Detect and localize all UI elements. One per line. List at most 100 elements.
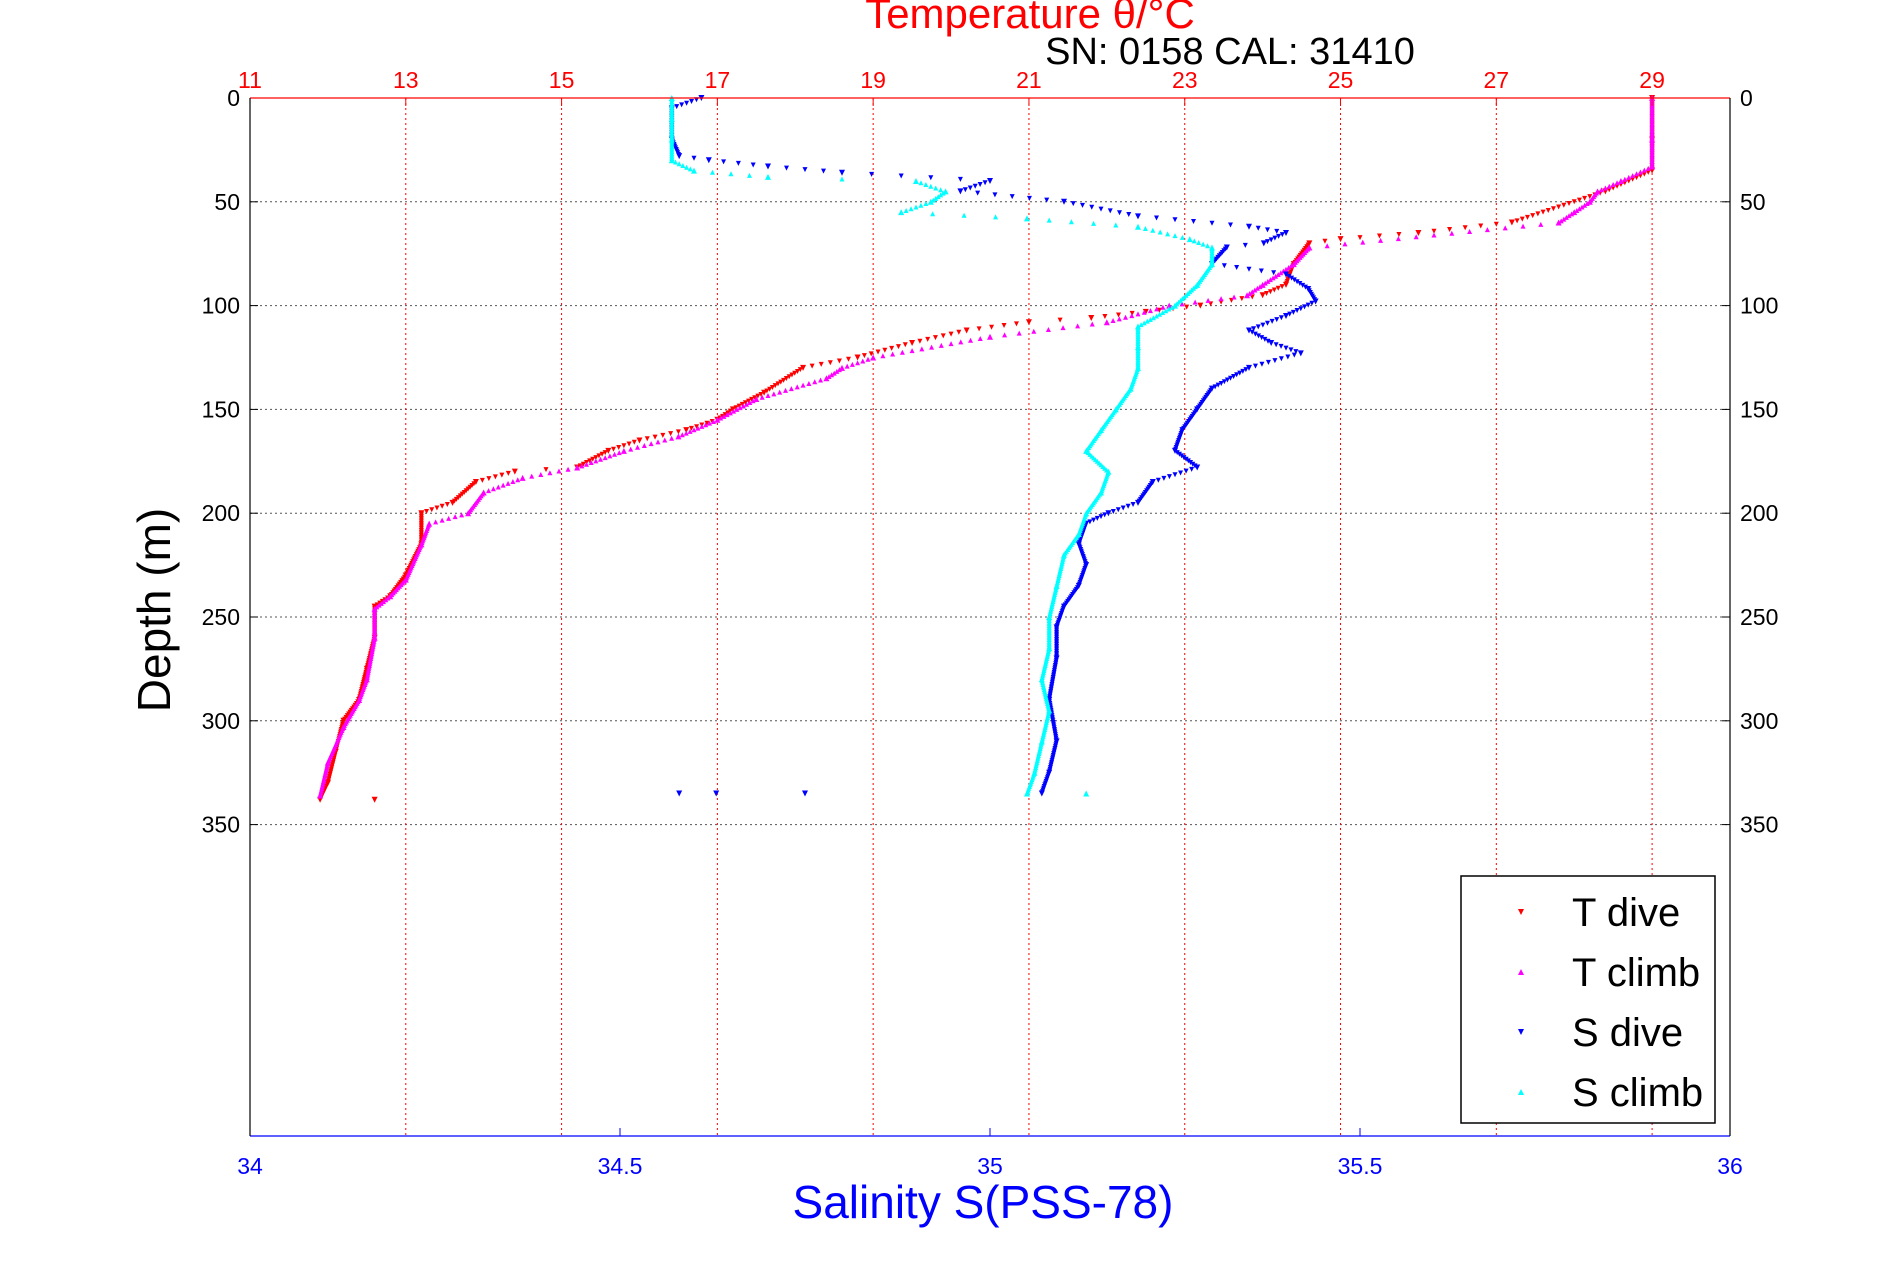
data-point xyxy=(439,517,445,523)
salinity-tick-label: 36 xyxy=(1717,1153,1743,1179)
data-point xyxy=(662,437,668,443)
data-point xyxy=(1550,206,1556,212)
data-point xyxy=(1576,197,1582,203)
data-point xyxy=(1571,199,1577,205)
data-point xyxy=(826,374,832,380)
data-point xyxy=(1291,277,1297,283)
data-point xyxy=(1126,212,1132,218)
data-point xyxy=(1617,178,1624,185)
data-point xyxy=(1396,231,1402,237)
data-point xyxy=(580,461,586,467)
data-point xyxy=(538,471,544,477)
data-point xyxy=(1031,328,1037,334)
data-point xyxy=(1273,342,1279,348)
data-point xyxy=(918,180,924,186)
data-point xyxy=(1566,201,1572,207)
data-point xyxy=(1569,211,1575,217)
data-point xyxy=(767,386,773,392)
data-point xyxy=(928,183,934,189)
data-point xyxy=(641,442,647,448)
data-point xyxy=(1561,216,1567,222)
data-point xyxy=(917,338,923,344)
data-point xyxy=(794,368,800,374)
data-point xyxy=(747,172,752,178)
data-point xyxy=(616,450,622,456)
data-point xyxy=(1602,185,1608,191)
data-point xyxy=(680,162,686,168)
data-point xyxy=(616,444,622,450)
temperature-tick-label: 21 xyxy=(1016,67,1042,93)
data-point xyxy=(1172,302,1178,309)
data-point xyxy=(1224,377,1230,383)
data-point xyxy=(728,171,734,177)
data-point xyxy=(1172,472,1178,478)
data-point xyxy=(1038,790,1045,797)
temperature-tick-label: 27 xyxy=(1484,67,1510,93)
data-point xyxy=(695,425,701,431)
data-point xyxy=(1098,514,1104,520)
data-point xyxy=(1115,507,1121,513)
data-point xyxy=(655,439,661,445)
data-point xyxy=(599,451,605,457)
data-point xyxy=(694,424,700,430)
data-point xyxy=(1061,198,1067,205)
data-point xyxy=(590,456,596,462)
data-point xyxy=(1130,502,1136,508)
data-point xyxy=(890,351,896,357)
data-point xyxy=(961,212,967,218)
data-point xyxy=(865,356,871,362)
data-point xyxy=(1231,294,1237,300)
depth-tick-label-right: 100 xyxy=(1740,293,1778,319)
data-point xyxy=(499,472,505,478)
data-point xyxy=(1091,220,1097,226)
data-point xyxy=(758,391,764,397)
data-point xyxy=(1484,227,1490,233)
data-point xyxy=(543,467,549,473)
depth-tick-label-left: 250 xyxy=(202,604,240,630)
data-point xyxy=(909,348,915,354)
data-point xyxy=(1288,263,1294,269)
data-point xyxy=(752,395,758,401)
data-point xyxy=(721,159,727,165)
data-point xyxy=(1209,220,1215,226)
data-point xyxy=(556,468,562,474)
data-point xyxy=(895,344,901,350)
legend-label: T climb xyxy=(1572,951,1700,995)
data-point xyxy=(1120,505,1126,511)
data-point xyxy=(839,176,845,182)
data-point xyxy=(679,102,685,108)
data-point xyxy=(1413,234,1419,240)
data-point xyxy=(1254,285,1260,291)
data-point xyxy=(1080,202,1085,208)
temperature-tick-label: 11 xyxy=(238,67,262,93)
depth-tick-label-left: 0 xyxy=(227,85,240,111)
data-point xyxy=(1196,239,1202,245)
data-point xyxy=(587,458,593,464)
data-point xyxy=(1188,460,1194,466)
data-point xyxy=(989,324,995,330)
data-point xyxy=(789,372,795,378)
data-point xyxy=(1002,332,1008,338)
data-point xyxy=(1190,461,1196,467)
data-point xyxy=(821,168,826,174)
data-point xyxy=(1286,265,1292,271)
data-point xyxy=(1024,790,1030,797)
data-point xyxy=(940,190,946,196)
data-point xyxy=(679,432,685,438)
salinity-tick-label: 34.5 xyxy=(598,1153,643,1179)
data-point xyxy=(1272,358,1278,364)
data-point xyxy=(652,434,658,440)
data-point xyxy=(1044,197,1050,203)
data-point xyxy=(1294,308,1300,314)
data-point xyxy=(1415,229,1422,236)
data-point xyxy=(1376,233,1382,239)
data-point xyxy=(1630,173,1636,179)
data-point xyxy=(1556,204,1562,210)
data-point xyxy=(1075,323,1081,329)
data-point xyxy=(424,508,430,514)
data-point xyxy=(938,342,944,348)
data-point xyxy=(788,386,794,392)
data-point xyxy=(1234,372,1240,378)
data-point xyxy=(957,188,964,195)
data-point xyxy=(777,389,783,395)
